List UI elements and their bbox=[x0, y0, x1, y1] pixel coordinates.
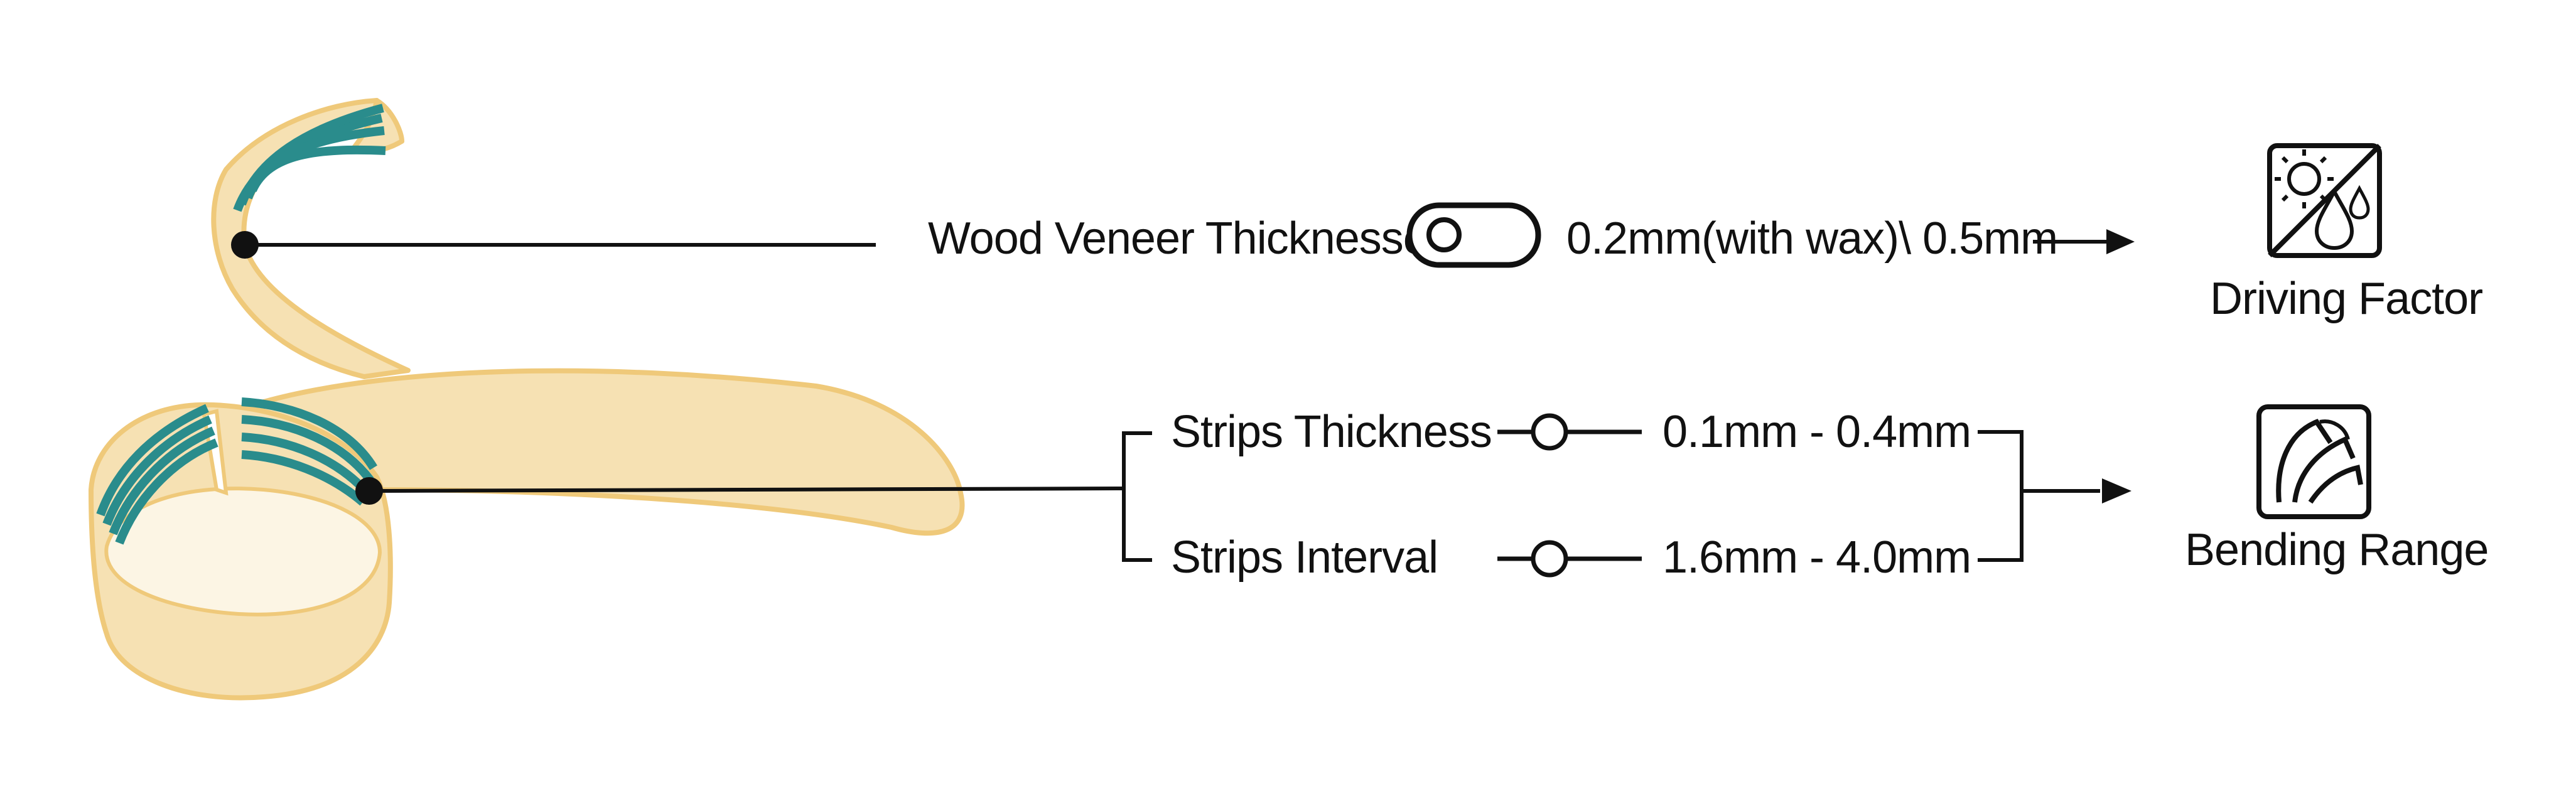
wood-veneer-thicknesses-label: Wood Veneer Thicknesses bbox=[928, 213, 1450, 264]
strips-interval-slider-icon bbox=[1497, 540, 1642, 578]
strips-interval-label: Strips Interval bbox=[1171, 532, 1438, 583]
bending-range-label: Bending Range bbox=[2185, 525, 2488, 575]
left-bracket bbox=[1122, 431, 1152, 562]
toggle-switch-icon bbox=[1406, 202, 1541, 268]
lower-teal-strips-right bbox=[241, 397, 377, 506]
lower-leader-line bbox=[369, 487, 1124, 493]
lower-arrow-head bbox=[2102, 478, 2131, 503]
veneer-thickness-value: 0.2mm(with wax)\ 0.5mm bbox=[1566, 213, 2057, 264]
strips-interval-value: 1.6mm - 4.0mm bbox=[1663, 532, 1971, 583]
sun-rain-weather-icon bbox=[2267, 143, 2382, 258]
upper-teal-strips bbox=[233, 104, 386, 212]
connectors bbox=[245, 240, 2110, 562]
veneer-illustration bbox=[89, 98, 965, 701]
lower-anchor-dot bbox=[355, 477, 383, 505]
strips-thickness-slider-icon bbox=[1497, 413, 1642, 451]
driving-factor-label: Driving Factor bbox=[2210, 274, 2482, 324]
lower-ring-inner-opening bbox=[104, 487, 382, 616]
bending-sheets-icon bbox=[2256, 404, 2371, 519]
upper-arrow-head bbox=[2106, 229, 2135, 254]
right-bracket bbox=[1978, 430, 2024, 562]
strips-thickness-value: 0.1mm - 0.4mm bbox=[1663, 407, 1971, 457]
lower-teal-strips-left bbox=[96, 404, 218, 545]
upper-anchor-dot bbox=[231, 231, 259, 259]
strips-thickness-label: Strips Thickness bbox=[1171, 407, 1492, 457]
